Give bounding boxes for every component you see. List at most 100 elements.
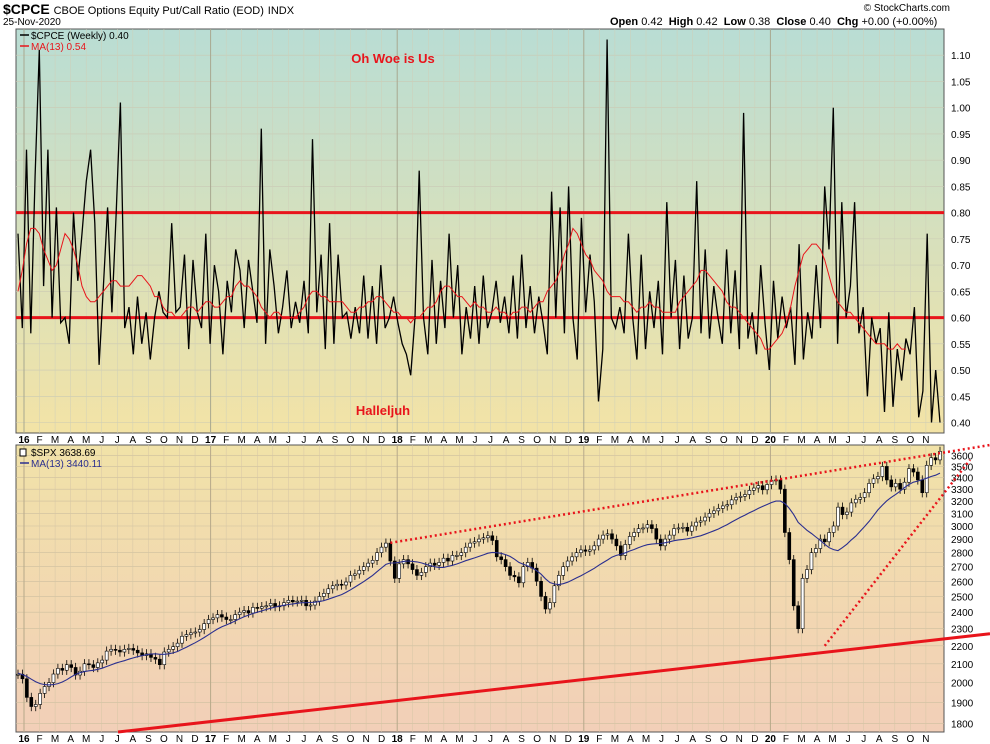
spx-bar [676,527,681,530]
spx-bar [477,538,481,543]
x-tick-label-top: F [783,435,789,446]
y-tick-label-top: 0.70 [951,261,971,272]
spx-bar [69,664,73,668]
y-tick-label-top: 0.50 [951,366,971,377]
x-tick-label-top: A [254,435,261,446]
annotation-bottom: Halleljuh [356,403,410,418]
x-tick-label-bottom: A [503,734,510,744]
spx-ma-line [17,472,941,686]
chart-date: 25-Nov-2020 [3,17,61,28]
x-tick-label-top: A [316,435,323,446]
y-tick-label-bottom: 2500 [951,592,974,603]
y-tick-label-top: 0.85 [951,182,971,193]
spx-bar [375,552,379,561]
x-tick-label-bottom: M [642,734,650,744]
spx-bar [729,499,734,506]
spx-bar [202,623,206,630]
y-tick-label-bottom: 1900 [951,698,974,709]
x-tick-label-top: A [814,435,821,446]
spx-bar [858,497,863,500]
x-tick-label-top: J [488,435,493,446]
spx-bar [920,479,925,494]
y-tick-label-top: 0.75 [951,235,971,246]
spx-bar [871,478,876,484]
spx-bar [291,600,295,603]
x-tick-label-bottom: F [410,734,416,744]
x-tick-label-bottom: 16 [18,734,30,744]
spx-bar [131,648,136,651]
x-tick-label-bottom: A [67,734,74,744]
x-tick-label-top: 16 [18,435,30,446]
trendline-support [117,632,990,734]
y-tick-label-top: 0.80 [951,209,971,220]
x-tick-label-top: M [642,435,650,446]
legend-spx-ma: MA(13) 3440.11 [31,459,102,470]
x-tick-label-top: N [549,435,556,446]
spx-bar [534,567,539,582]
spx-bar [619,545,623,556]
spx-bar [503,559,508,568]
spx-bar [898,483,902,490]
spx-bar [348,575,353,583]
spx-bar [38,693,42,705]
spx-bar [632,532,636,537]
spx-bar [224,616,229,620]
x-tick-label-bottom: S [705,734,712,744]
x-tick-label-top: S [145,435,152,446]
spx-bar [778,479,783,490]
spx-bar [658,538,663,547]
spx-bar [255,607,260,609]
spx-bar [809,552,814,570]
x-tick-label-bottom: M [424,734,432,744]
spx-bar [95,662,100,668]
x-tick-label-top: M [238,435,246,446]
spx-bar [765,484,769,491]
spx-bar [437,562,441,566]
x-tick-label-bottom: J [99,734,104,744]
spx-bar [357,569,362,575]
x-tick-label-bottom: O [906,734,914,744]
spx-bar [259,606,264,609]
x-tick-label-top: 20 [765,435,777,446]
spx-bar [805,569,809,579]
x-tick-label-top: J [301,435,306,446]
spx-bar [685,526,690,532]
spx-bar [707,513,712,518]
spx-bar [251,607,255,614]
spx-bar [211,617,215,620]
x-tick-label-top: A [503,435,510,446]
spx-bar [463,546,468,553]
spx-bar [694,521,699,527]
spx-bar [450,555,455,562]
x-tick-label-top: D [191,435,198,446]
y-tick-label-bottom: 2100 [951,660,974,671]
x-tick-label-bottom: N [176,734,183,744]
x-tick-label-bottom: J [472,734,477,744]
x-tick-label-top: O [720,435,728,446]
spx-bar [246,610,251,614]
x-tick-label-bottom: J [301,734,306,744]
spx-bar [162,651,167,665]
x-tick-label-bottom: J [488,734,493,744]
spx-bar [25,678,29,698]
spx-bar [410,563,415,570]
x-tick-label-bottom: A [441,734,448,744]
spx-bar [760,485,765,491]
spx-bar [51,673,56,683]
y-tick-label-top: 0.55 [951,340,971,351]
x-tick-label-bottom: M [828,734,836,744]
x-tick-label-bottom: M [238,734,246,744]
spx-bar [783,488,787,533]
spx-bar [800,578,805,629]
spx-bar [579,549,583,553]
spx-bar [153,657,158,660]
spx-bar [206,619,211,624]
x-tick-label-top: D [751,435,758,446]
spx-bar [339,583,344,586]
spx-bar [933,457,938,461]
spx-bar [233,614,238,620]
spx-bar [113,649,118,651]
x-tick-label-bottom: A [627,734,634,744]
spx-bar [189,632,193,635]
